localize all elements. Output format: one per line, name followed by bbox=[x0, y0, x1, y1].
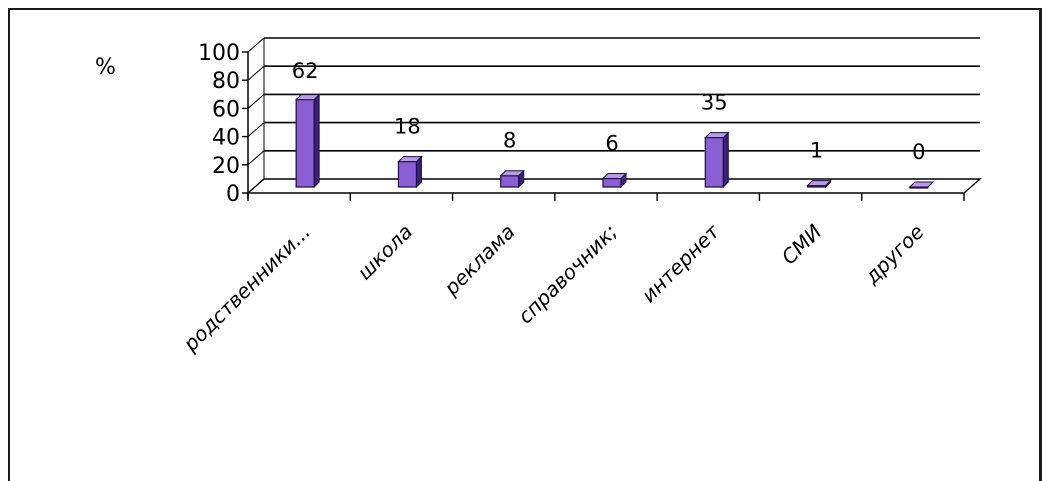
data-label: 18 bbox=[394, 115, 421, 139]
x-tick-label: реклама bbox=[439, 220, 520, 301]
bar-top bbox=[908, 181, 935, 188]
gridline-side bbox=[247, 94, 265, 109]
y-tick-label: 40 bbox=[212, 126, 240, 151]
y-tick-label: 0 bbox=[226, 182, 240, 207]
bar-top bbox=[397, 156, 423, 163]
y-tick-label: 80 bbox=[212, 69, 240, 94]
bar-top bbox=[294, 94, 321, 101]
y-tick-label: 20 bbox=[212, 154, 240, 179]
bar-top bbox=[499, 170, 525, 177]
x-tick-label: справочник; bbox=[513, 220, 622, 329]
bar-side bbox=[313, 93, 320, 189]
gridline-side bbox=[247, 37, 265, 53]
data-label: 1 bbox=[810, 139, 823, 163]
bar-top bbox=[704, 132, 730, 139]
x-tick-label: другое bbox=[859, 220, 929, 290]
bar bbox=[704, 137, 724, 188]
chart-frame bbox=[8, 8, 1042, 481]
x-tick-label: школа bbox=[352, 220, 417, 285]
bar-top bbox=[601, 173, 628, 180]
data-label: 6 bbox=[605, 132, 618, 156]
data-label: 0 bbox=[912, 140, 925, 164]
chart-floor bbox=[246, 178, 982, 194]
gridline-side bbox=[247, 150, 265, 166]
bar-side bbox=[722, 131, 729, 189]
data-label: 35 bbox=[701, 91, 728, 115]
bar bbox=[602, 177, 622, 188]
bar bbox=[500, 175, 520, 188]
data-label: 8 bbox=[503, 129, 516, 153]
y-axis-label: % bbox=[95, 55, 116, 80]
gridline-side bbox=[247, 65, 265, 81]
y-tick-label: 60 bbox=[212, 97, 240, 122]
bar bbox=[295, 98, 315, 188]
y-tick-label: 100 bbox=[198, 41, 240, 66]
x-tick-label: интернет bbox=[637, 219, 725, 307]
data-label: 62 bbox=[292, 59, 319, 83]
bar bbox=[397, 161, 418, 188]
gridline-side bbox=[247, 122, 265, 137]
x-tick-label: родственники... bbox=[178, 220, 315, 357]
bar-top bbox=[806, 180, 832, 187]
x-tick-label: СМИ bbox=[777, 220, 827, 270]
